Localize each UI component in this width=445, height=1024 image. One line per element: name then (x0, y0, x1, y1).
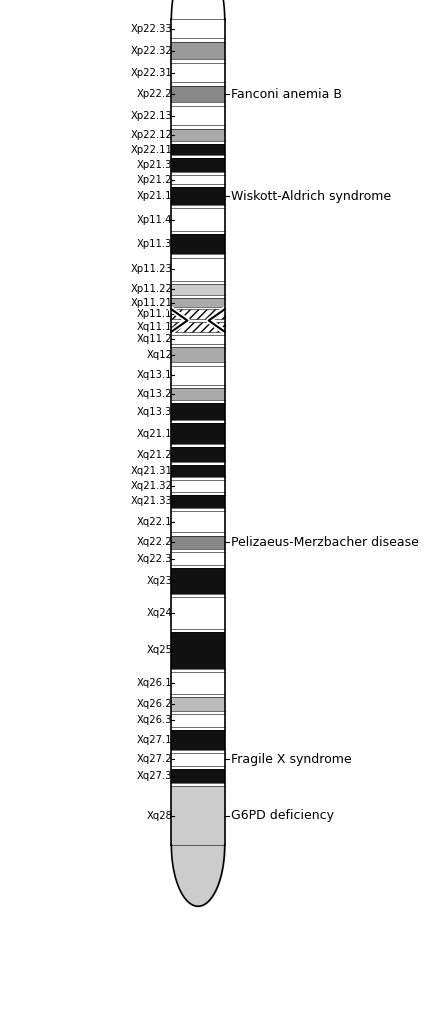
Text: Wiskott-Aldrich syndrome: Wiskott-Aldrich syndrome (231, 189, 392, 203)
Text: Xp22.32: Xp22.32 (130, 46, 172, 55)
Text: Xp21.3: Xp21.3 (137, 160, 172, 170)
Text: Xq13.3: Xq13.3 (137, 407, 172, 417)
Bar (171, 552, 225, 565)
Bar (171, 511, 225, 532)
Text: Xq26.1: Xq26.1 (137, 678, 172, 688)
Bar (171, 106, 225, 125)
Bar (171, 258, 225, 281)
Text: Xq22.2: Xq22.2 (137, 538, 172, 547)
Bar (171, 786, 225, 845)
Text: Xq22.3: Xq22.3 (137, 554, 172, 563)
Text: Xq25: Xq25 (146, 645, 172, 655)
Bar (171, 187, 225, 205)
Bar (171, 129, 225, 141)
Bar (171, 753, 225, 766)
Bar (171, 309, 225, 319)
Bar (171, 284, 225, 295)
Bar (171, 298, 225, 307)
Text: Xp11.3: Xp11.3 (137, 240, 172, 249)
Bar (171, 714, 225, 727)
Text: Xq21.33: Xq21.33 (130, 497, 172, 506)
Text: Xq27.1: Xq27.1 (137, 735, 172, 744)
Text: Xp22.12: Xp22.12 (130, 130, 172, 140)
Text: Xq23: Xq23 (146, 577, 172, 586)
Bar (171, 19, 225, 38)
Bar (171, 63, 225, 82)
Text: Xq28: Xq28 (146, 811, 172, 820)
Text: G6PD deficiency: G6PD deficiency (231, 809, 334, 822)
Bar (171, 495, 225, 508)
Text: Xp22.31: Xp22.31 (130, 68, 172, 78)
Bar (171, 144, 225, 155)
Bar (171, 42, 225, 59)
Bar (171, 208, 225, 231)
Text: Xq21.1: Xq21.1 (137, 429, 172, 438)
Text: Fanconi anemia B: Fanconi anemia B (231, 88, 342, 100)
Text: Xp11.23: Xp11.23 (130, 264, 172, 274)
Bar (171, 447, 225, 462)
Bar (171, 769, 225, 783)
Bar (171, 423, 225, 444)
Text: Xq27.3: Xq27.3 (137, 771, 172, 781)
Text: Xq21.2: Xq21.2 (137, 450, 172, 460)
Bar (171, 388, 225, 400)
Text: Xp21.2: Xp21.2 (137, 175, 172, 184)
Bar (171, 597, 225, 629)
Bar (171, 322, 225, 332)
Text: Xp11.22: Xp11.22 (130, 285, 172, 294)
Bar (171, 309, 225, 319)
Text: Xq26.3: Xq26.3 (137, 716, 172, 725)
Bar (171, 175, 225, 184)
Text: Pelizaeus-Merzbacher disease: Pelizaeus-Merzbacher disease (231, 536, 419, 549)
Text: Xp22.11: Xp22.11 (130, 144, 172, 155)
Bar (171, 480, 225, 492)
Text: Xq21.31: Xq21.31 (130, 466, 172, 476)
Text: Xq11.1: Xq11.1 (137, 322, 172, 332)
Text: Xq11.2: Xq11.2 (137, 335, 172, 344)
Text: Xq13.2: Xq13.2 (137, 389, 172, 399)
Bar (171, 322, 225, 332)
Text: Xp11.21: Xp11.21 (130, 298, 172, 307)
Text: Xq26.2: Xq26.2 (137, 699, 172, 709)
Text: Xq12: Xq12 (146, 350, 172, 359)
Bar (171, 568, 225, 594)
Text: Xp21.1: Xp21.1 (137, 191, 172, 201)
Text: Xq13.1: Xq13.1 (137, 371, 172, 380)
Text: Xp22.33: Xp22.33 (130, 24, 172, 34)
Bar (171, 697, 225, 711)
Text: Xp11.4: Xp11.4 (137, 215, 172, 224)
Bar (171, 366, 225, 385)
Text: Xq27.2: Xq27.2 (137, 755, 172, 764)
Bar (171, 465, 225, 477)
Text: Fragile X syndrome: Fragile X syndrome (231, 753, 352, 766)
Bar (171, 158, 225, 172)
Bar (171, 403, 225, 420)
Text: Xp22.2: Xp22.2 (137, 89, 172, 99)
Text: Xq24: Xq24 (146, 608, 172, 617)
Bar (171, 672, 225, 694)
Text: Xp22.13: Xp22.13 (130, 111, 172, 121)
Bar (171, 536, 225, 549)
Text: Xq21.32: Xq21.32 (130, 481, 172, 490)
Bar (171, 335, 225, 344)
Bar (171, 86, 225, 102)
Bar (171, 632, 225, 669)
Text: Xp11.1: Xp11.1 (137, 309, 172, 319)
Bar (171, 234, 225, 254)
Bar (171, 347, 225, 362)
Bar (171, 730, 225, 750)
Text: Xq22.1: Xq22.1 (137, 517, 172, 526)
